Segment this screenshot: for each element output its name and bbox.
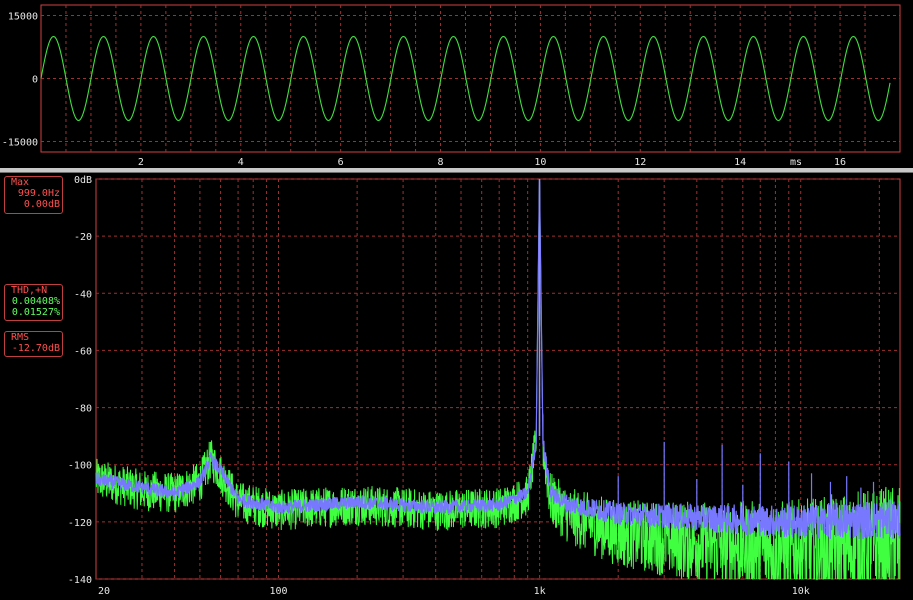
thd-readout-thdn: 0.01527% [11,307,60,318]
panel-splitter[interactable] [0,168,913,172]
waveform-x-tick-label: 16 [834,157,846,168]
rms-readout-title: RMS [11,332,30,343]
max-readout-title: Max [11,177,30,188]
spectrum-panel: 0dB -20 -40 -60 -80 -100 -120 -140 20 100 1k 10k Ma… [0,172,913,600]
waveform-x-unit: ms [790,157,802,168]
spectrum-chart: 0dB -20 -40 -60 -80 -100 -120 -140 20 100 1k 10k [68,175,901,597]
waveform-x-tick-label: 2 [138,157,144,168]
rms-readout-value: -12.70dB [11,343,60,354]
thd-readout: THD,+N 0.00408% 0.01527% [4,284,63,321]
spectrum-y-tick-label: -60 [74,346,92,357]
waveform-y-tick-label: 15000 [8,12,38,23]
thd-readout-title: THD,+N [11,285,48,296]
waveform-y-tick-label: -15000 [2,138,38,149]
waveform-y-tick-label: 0 [32,75,38,86]
spectrum-y-tick-label: -20 [74,232,92,243]
max-readout: Max 999.0Hz 0.00dB [4,176,63,214]
spectrum-x-tick-label: 1k [534,586,546,597]
spectrum-y-tick-label: -100 [68,461,92,472]
waveform-x-tick-label: 4 [238,157,244,168]
thd-readout-thd: 0.00408% [11,296,60,307]
spectrum-y-tick-label: -140 [68,575,92,586]
waveform-x-tick-label: 14 [734,157,746,168]
waveform-x-tick-label: 8 [438,157,444,168]
waveform-x-tick-label: 6 [338,157,344,168]
spectrum-x-tick-label: 20 [98,586,110,597]
spectrum-trace-blue [95,181,901,540]
spectrum-y-tick-label: -40 [74,289,92,300]
waveform-x-tick-label: 12 [634,157,646,168]
waveform-x-tick-label: 10 [534,157,546,168]
waveform-panel: 15000 0 -15000 2 4 6 8 10 12 14 16 ms [0,0,913,168]
waveform-chart: 15000 0 -15000 2 4 6 8 10 12 14 16 ms [2,4,901,168]
waveform-trace [40,35,891,122]
spectrum-y-tick-label: -120 [68,518,92,529]
spectrum-y-tick-label: -80 [74,404,92,415]
max-readout-level: 0.00dB [23,199,60,210]
spectrum-x-tick-label: 100 [269,586,287,597]
spectrum-y-tick-label: 0dB [74,175,92,186]
spectrum-x-tick-label: 10k [792,586,810,597]
max-readout-frequency: 999.0Hz [17,188,60,199]
rms-readout: RMS -12.70dB [4,331,63,357]
